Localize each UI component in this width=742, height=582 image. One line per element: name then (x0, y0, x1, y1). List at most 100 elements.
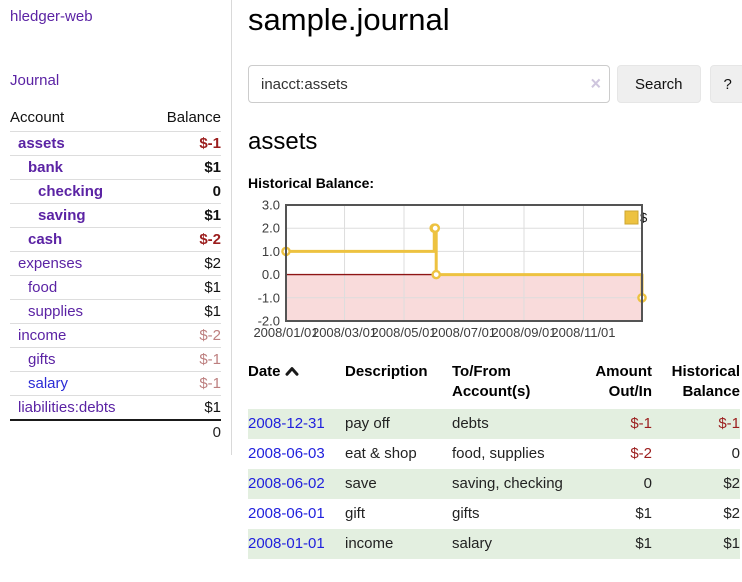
svg-text:0.0: 0.0 (262, 267, 280, 282)
transaction-row: 2008-12-31 pay off debts $-1 $-1 (248, 408, 740, 439)
account-link-checking[interactable]: checking (38, 183, 104, 200)
account-balance: $2 (149, 251, 221, 276)
transaction-description: gift (345, 504, 366, 522)
svg-text:2.0: 2.0 (262, 221, 280, 236)
transaction-accounts: salary (452, 534, 493, 552)
transaction-accounts: saving, checking (452, 474, 563, 492)
svg-text:2008/05/01: 2008/05/01 (371, 325, 436, 340)
transaction-amount: $1 (635, 534, 652, 552)
account-link-supplies[interactable]: supplies (28, 303, 84, 320)
transaction-row: 2008-06-01 gift gifts $1 $2 (248, 499, 740, 529)
transaction-date-link[interactable]: 2008-06-03 (248, 444, 325, 462)
transaction-balance: $1 (723, 534, 740, 552)
historical-balance-chart: $3.0 2.0 1.0 0.0 -1.0 -2.0 2008/01/01 2008/03/0… (248, 198, 648, 344)
hledger-web-app: hledger-web Journal Account Balance asse… (0, 0, 742, 559)
sidebar: hledger-web Journal Account Balance asse… (0, 0, 232, 455)
accounts-header-account: Account (10, 105, 150, 132)
transaction-balance: $2 (723, 474, 740, 492)
account-row: cash $-2 (10, 227, 221, 252)
search-button[interactable]: Search (617, 65, 701, 103)
search-input[interactable] (248, 65, 610, 103)
column-header-date[interactable]: Date (248, 358, 345, 409)
transaction-description: pay off (345, 414, 390, 432)
account-row: food $1 (10, 275, 221, 300)
chart-label: Historical Balance: (248, 175, 375, 191)
account-link-liabilities-debts[interactable]: liabilities:debts (18, 399, 116, 416)
account-link-saving[interactable]: saving (38, 207, 86, 224)
account-balance: $-1 (149, 131, 221, 156)
accounts-total-value: 0 (149, 419, 221, 444)
transaction-balance: 0 (731, 444, 740, 462)
transaction-row: 2008-01-01 income salary $1 $1 (248, 528, 740, 559)
column-header-historical-balance: Historical Balance (671, 363, 740, 401)
column-header-amount-out/in: Amount Out/In (595, 363, 652, 401)
account-row: liabilities:debts $1 (10, 395, 221, 421)
transaction-row: 2008-06-03 eat & shop food, supplies $-2 0 (248, 439, 740, 469)
transaction-balance: $-1 (718, 414, 740, 432)
search-row: × Search ? (248, 65, 742, 103)
help-button[interactable]: ? (709, 65, 742, 103)
account-link-food[interactable]: food (28, 279, 58, 296)
svg-text:2008/09/01: 2008/09/01 (491, 325, 556, 340)
account-link-income[interactable]: income (18, 327, 67, 344)
transaction-description: save (345, 474, 377, 492)
transaction-description: income (345, 534, 394, 552)
column-header-description: Description (345, 363, 428, 380)
account-row: assets $-1 (10, 131, 221, 156)
account-balance: 0 (149, 179, 221, 204)
account-balance: $1 (149, 275, 221, 300)
account-row: checking 0 (10, 179, 221, 204)
account-link-expenses[interactable]: expenses (18, 255, 83, 272)
svg-text:$: $ (640, 210, 648, 225)
transaction-date-link[interactable]: 2008-06-02 (248, 474, 325, 492)
account-row: income $-2 (10, 323, 221, 348)
transaction-amount: $-2 (630, 444, 652, 462)
svg-text:2008/01/01: 2008/01/01 (253, 325, 318, 340)
transaction-row: 2008-06-02 save saving, checking 0 $2 (248, 468, 740, 499)
transaction-accounts: food, supplies (452, 444, 545, 462)
journal-link[interactable]: Journal (10, 72, 60, 89)
transaction-accounts: debts (452, 414, 489, 432)
svg-text:-2.0: -2.0 (258, 314, 280, 329)
account-row: bank $1 (10, 155, 221, 180)
account-balance: $1 (149, 299, 221, 324)
account-balance: $1 (149, 395, 221, 421)
svg-text:2008/07/01: 2008/07/01 (431, 325, 496, 340)
svg-text:2008/03/01: 2008/03/01 (312, 325, 377, 340)
svg-text:2008/11/01: 2008/11/01 (551, 325, 615, 340)
account-link-salary[interactable]: salary (28, 375, 69, 392)
account-row: salary $-1 (10, 371, 221, 396)
account-balance: $-2 (149, 323, 221, 348)
transaction-date-link[interactable]: 2008-06-01 (248, 504, 325, 522)
account-balance: $-2 (149, 227, 221, 252)
account-balance: $1 (149, 203, 221, 228)
account-link-assets[interactable]: assets (18, 135, 65, 152)
search-box: × (248, 65, 610, 103)
transaction-amount: $-1 (630, 414, 652, 432)
transaction-amount: $1 (635, 504, 652, 522)
account-balance: $-1 (149, 371, 221, 396)
accounts-header-balance: Balance (149, 105, 221, 132)
page-title: sample.journal (248, 2, 450, 37)
svg-text:-1.0: -1.0 (258, 290, 280, 305)
account-row: gifts $-1 (10, 347, 221, 372)
account-link-cash[interactable]: cash (28, 231, 63, 248)
accounts-table: Account Balance assets $-1 bank $1 checking 0… (10, 105, 221, 444)
transaction-balance: $2 (723, 504, 740, 522)
sort-ascending-icon[interactable] (285, 366, 299, 376)
account-link-gifts[interactable]: gifts (28, 351, 56, 368)
brand-link[interactable]: hledger-web (10, 8, 93, 25)
transaction-date-link[interactable]: 2008-12-31 (248, 414, 325, 432)
main-content: sample.journal × Search ? assets Histori… (232, 0, 742, 559)
account-row: expenses $2 (10, 251, 221, 276)
account-link-bank[interactable]: bank (28, 159, 64, 176)
clear-search-icon[interactable]: × (590, 73, 601, 94)
account-balance: $1 (149, 155, 221, 180)
svg-text:3.0: 3.0 (262, 200, 280, 213)
svg-text:1.0: 1.0 (262, 244, 280, 259)
accounts-total-row: 0 (10, 419, 221, 444)
account-row: saving $1 (10, 203, 221, 228)
transactions-table: Date Description To/From Account(s) Amount Ou… (248, 358, 740, 559)
transaction-date-link[interactable]: 2008-01-01 (248, 534, 325, 552)
column-header-to/from-account-s-: To/From Account(s) (452, 363, 531, 401)
